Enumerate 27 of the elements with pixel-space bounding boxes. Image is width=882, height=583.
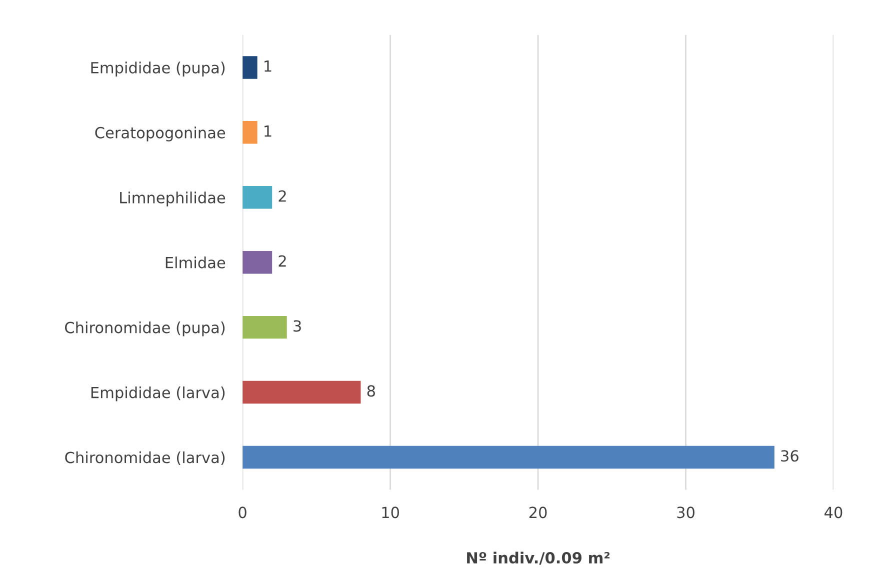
x-axis-title: Nº indiv./0.09 m² <box>467 552 610 565</box>
y-tick-label: Empididae (larva) <box>91 386 225 402</box>
bar <box>242 380 361 404</box>
data-label: 2 <box>278 255 286 267</box>
y-tick-label: Limnephilidae <box>120 192 226 206</box>
x-tick-label: 10 <box>382 506 399 518</box>
data-label: 36 <box>781 450 798 462</box>
data-label: 1 <box>264 126 272 137</box>
bar <box>242 250 272 274</box>
data-label: 8 <box>367 385 375 397</box>
x-tick-label: 20 <box>529 506 547 518</box>
bar <box>242 186 272 209</box>
y-tick-label: Empididae (pupa) <box>91 62 225 76</box>
x-tick-label: 30 <box>677 506 694 518</box>
bar <box>242 446 774 469</box>
bar <box>242 316 287 339</box>
y-tick-label: Elmidae <box>166 256 226 268</box>
x-tick-label: 40 <box>824 506 842 518</box>
data-label: 3 <box>294 320 301 332</box>
bar <box>242 121 258 144</box>
y-tick-label: Ceratopogoninae <box>95 126 226 142</box>
data-label: 2 <box>278 190 286 202</box>
data-label: 1 <box>264 60 272 72</box>
y-tick-label: Chironomidae (pupa) <box>65 322 225 336</box>
x-tick-label: 0 <box>238 506 246 518</box>
y-tick-label: Chironomidae (larva) <box>65 451 225 466</box>
bar <box>242 56 258 79</box>
